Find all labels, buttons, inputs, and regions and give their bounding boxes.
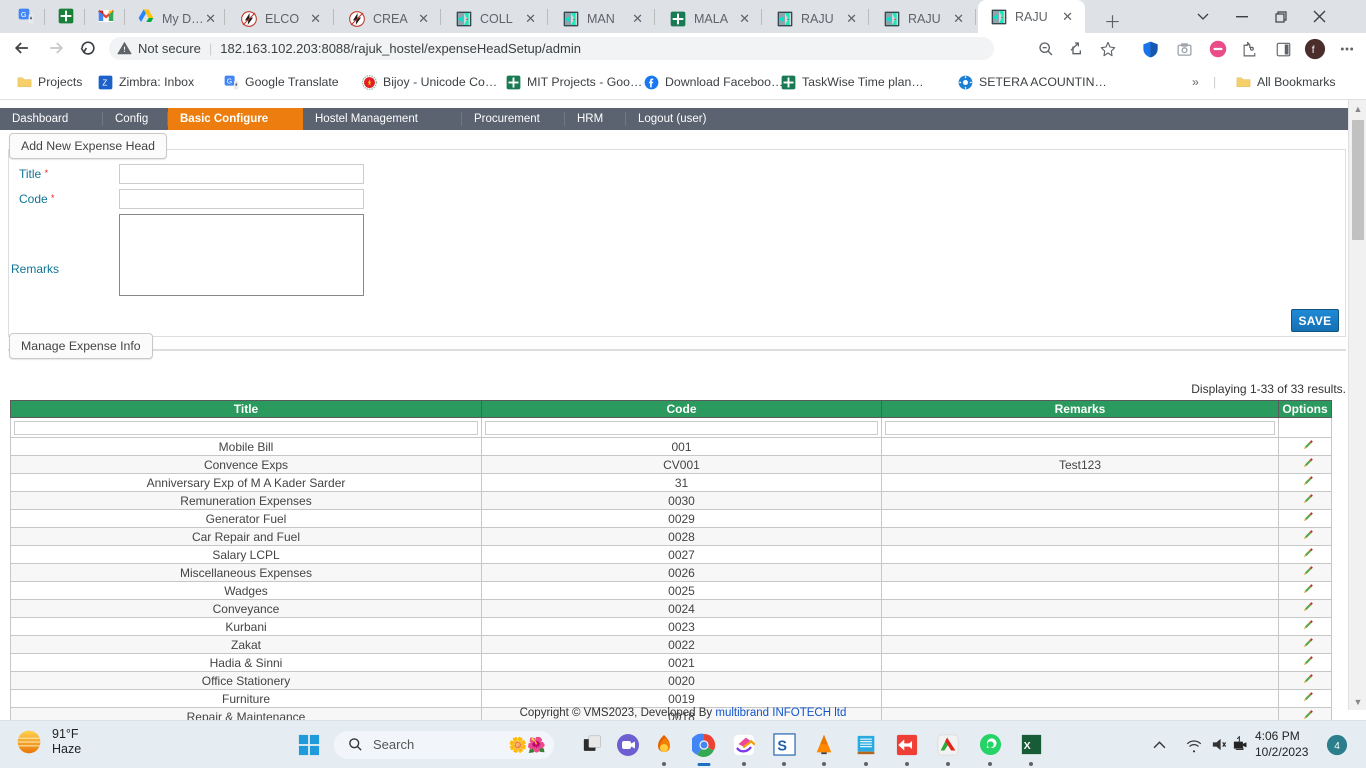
svg-text:S: S: [777, 739, 787, 755]
svg-text:Z: Z: [102, 78, 107, 87]
svg-text:G: G: [21, 10, 27, 19]
svg-text:X: X: [1023, 740, 1030, 752]
svg-text:4: 4: [1334, 741, 1340, 752]
svg-text:f: f: [1312, 45, 1315, 56]
svg-text:G: G: [226, 78, 231, 85]
